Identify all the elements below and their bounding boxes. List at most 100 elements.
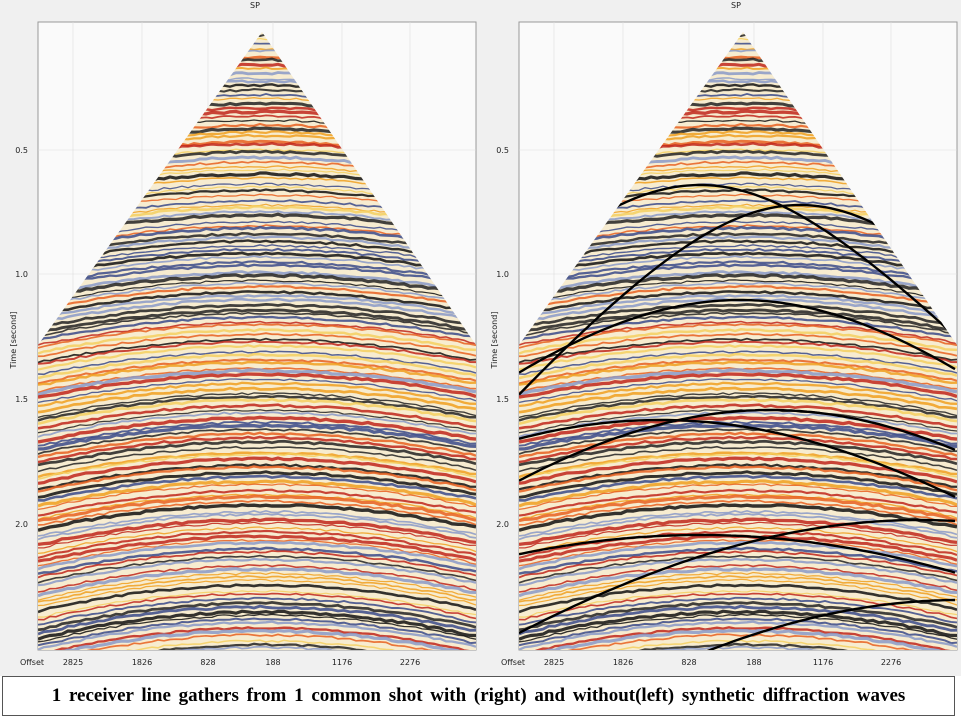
reflection [38,451,476,479]
reflection [519,290,957,317]
reflection [38,378,476,404]
reflection [519,463,957,491]
reflection [38,645,476,650]
reflection [519,244,957,269]
caption: 1 receiver line gathers from 1 common sh… [2,676,955,716]
reflection [38,463,476,491]
reflection [519,303,957,330]
x-tick-label: 1176 [332,658,352,667]
reflection [519,596,957,626]
x-tick-label: 2825 [63,658,83,667]
reflection [38,626,476,650]
x-tick-label: 2825 [544,658,564,667]
reflection [519,368,957,397]
reflection [38,456,476,485]
reflection [519,633,957,650]
reflection [38,337,476,364]
reflection [38,403,476,430]
reflection [38,284,476,311]
reflection [38,372,476,399]
reflection [38,247,476,274]
reflection [38,509,476,537]
diffraction-wave [519,418,956,498]
reflection [38,320,476,346]
reflection [38,281,476,308]
reflection [38,352,476,380]
reflection [519,279,957,305]
figure: SP Time [second] 0.5 1.0 1.5 2.0 Offset 2825 182… [0,0,961,676]
reflection [519,235,957,261]
reflection [519,452,957,480]
reflection [38,279,476,305]
reflection [519,546,957,575]
reflection [519,578,957,607]
reflection [38,431,476,459]
reflection [519,567,957,598]
reflection [38,546,476,575]
reflection [38,232,476,258]
reflection [38,415,476,444]
reflection [519,445,957,473]
reflection [519,350,957,376]
y-axis-label: Time [second] [9,312,18,370]
reflection [519,483,957,511]
reflection [519,378,957,404]
x-tick-label: 188 [746,658,761,667]
reflection [519,521,957,549]
reflection [519,628,957,650]
reflection [38,435,476,464]
reflection [38,617,476,647]
reflection [38,529,476,559]
diffraction-wave [519,298,956,374]
reflection [519,358,957,385]
reflection [519,645,957,650]
reflection [519,601,957,632]
reflection [38,428,476,455]
reflection [38,368,476,397]
reflection [38,294,476,320]
reflection [519,273,957,300]
reflection [38,386,476,414]
reflection [519,557,957,587]
reflection [38,549,476,579]
reflection [519,435,957,464]
reflection [519,502,957,532]
reflection [38,488,476,517]
reflection [519,499,957,526]
reflection [38,260,476,286]
reflection [519,470,957,499]
reflection [38,564,476,593]
reflection [38,394,476,422]
reflection [38,344,476,371]
reflection [519,451,957,479]
reflection [38,554,476,584]
y-tick-label: 2.0 [15,520,28,529]
diffraction-wave [519,518,956,635]
reflection [38,255,476,281]
y-tick-label: 0.5 [496,146,509,155]
reflection [38,239,476,264]
reflection [519,372,957,399]
reflection [38,470,476,499]
reflection [38,303,476,330]
reflection [38,423,476,451]
reflection [519,415,957,444]
x-axis-label: Offset [501,658,525,667]
reflection [38,420,476,447]
reflection [38,273,476,300]
reflection [38,517,476,547]
y-axis-label: Time [second] [490,312,499,370]
x-tick-label: 2276 [881,658,901,667]
reflection [519,617,957,647]
y-tick-label: 1.0 [496,270,509,279]
reflection [519,239,957,264]
reflection [38,628,476,650]
reflection [519,626,957,650]
reflection [519,428,957,455]
x-tick-label: 188 [265,658,280,667]
reflection [38,494,476,523]
reflection [38,583,476,614]
x-tick-label: 2276 [400,658,420,667]
reflection [38,308,476,334]
reflection [519,554,957,584]
